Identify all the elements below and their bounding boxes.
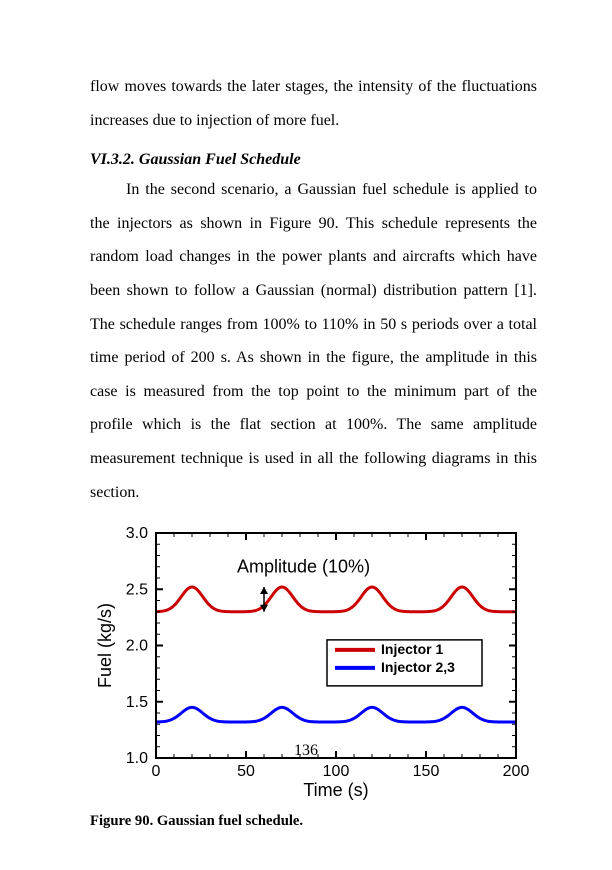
legend-label: Injector 1 [381, 641, 443, 657]
ytick-label: 1.5 [126, 694, 148, 711]
figure-caption: Figure 90. Gaussian fuel schedule. [90, 813, 537, 830]
ytick-label: 3.0 [126, 525, 148, 542]
ytick-label: 2.0 [126, 638, 148, 655]
ylabel: Fuel (kg/s) [95, 603, 115, 688]
page-number: 136 [0, 742, 612, 760]
body-paragraph: In the second scenario, a Gaussian fuel … [90, 173, 537, 509]
amplitude-annotation: Amplitude (10%) [237, 557, 370, 577]
xtick-label: 100 [323, 763, 350, 780]
intro-paragraph: flow moves towards the later stages, the… [90, 70, 537, 137]
ytick-label: 2.5 [126, 581, 148, 598]
xtick-label: 50 [237, 763, 255, 780]
xtick-label: 150 [413, 763, 440, 780]
section-heading: VI.3.2. Gaussian Fuel Schedule [90, 151, 537, 169]
xtick-label: 0 [152, 763, 161, 780]
legend-label: Injector 2,3 [381, 659, 455, 675]
figure-90: 0501001502001.01.52.02.53.0Time (s)Fuel … [90, 523, 537, 803]
xtick-label: 200 [503, 763, 530, 780]
chart-svg: 0501001502001.01.52.02.53.0Time (s)Fuel … [91, 523, 536, 803]
xlabel: Time (s) [303, 780, 368, 800]
